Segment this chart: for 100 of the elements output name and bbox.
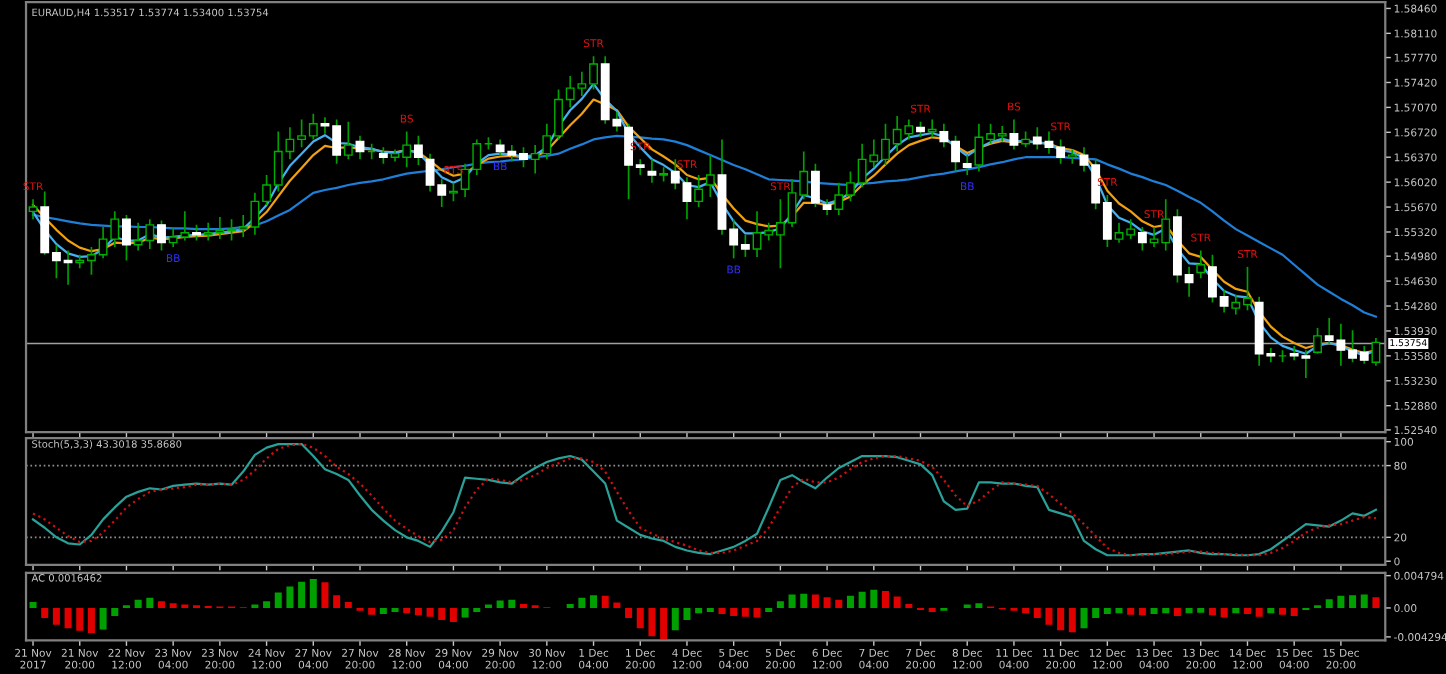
bar xyxy=(1103,607,1111,615)
bar xyxy=(157,601,165,608)
bar xyxy=(800,593,808,608)
bar xyxy=(461,607,469,618)
bar xyxy=(590,595,598,608)
bar xyxy=(811,594,819,608)
candlestick xyxy=(694,174,704,208)
bar xyxy=(671,607,679,631)
candlestick xyxy=(1067,148,1077,165)
bar xyxy=(870,589,878,608)
bar xyxy=(1349,595,1357,608)
bar xyxy=(368,607,376,615)
candlestick xyxy=(1371,337,1381,367)
bar xyxy=(636,607,644,629)
candlestick xyxy=(413,135,423,166)
bar xyxy=(1057,607,1065,631)
candlestick xyxy=(810,162,820,208)
bar xyxy=(263,601,271,608)
bar xyxy=(1068,607,1076,633)
bar xyxy=(309,578,317,608)
bar xyxy=(64,607,72,629)
bar xyxy=(333,595,341,608)
bar xyxy=(1173,607,1181,617)
bar xyxy=(449,607,457,623)
bar xyxy=(1185,607,1193,614)
candlestick xyxy=(1009,118,1019,151)
bar xyxy=(776,601,784,608)
candlestick xyxy=(122,214,131,262)
bar xyxy=(648,607,656,637)
candlestick xyxy=(705,154,715,198)
candlestick xyxy=(1196,249,1206,280)
bar xyxy=(1220,607,1228,618)
bar xyxy=(426,607,434,617)
bar xyxy=(1325,599,1333,608)
bar xyxy=(29,601,37,608)
bar xyxy=(1150,607,1158,615)
candlestick xyxy=(1313,327,1322,355)
candlestick xyxy=(157,219,166,252)
bar xyxy=(1197,607,1205,613)
bar xyxy=(274,592,282,608)
bar xyxy=(1138,607,1146,616)
bar xyxy=(146,597,154,608)
bar xyxy=(1033,607,1041,619)
bar xyxy=(695,607,703,614)
bar xyxy=(1045,607,1053,625)
bar xyxy=(508,599,516,608)
bar xyxy=(835,599,843,608)
candlestick xyxy=(962,154,972,176)
candlestick xyxy=(28,198,38,220)
bar xyxy=(1372,597,1380,608)
bar xyxy=(403,607,411,614)
bar xyxy=(1092,607,1100,619)
line-series xyxy=(31,442,1378,557)
bar xyxy=(1267,607,1275,614)
bar xyxy=(344,601,352,608)
bar xyxy=(286,586,294,608)
bar xyxy=(741,607,749,617)
bar xyxy=(1232,607,1240,614)
bar xyxy=(1080,607,1088,629)
bar xyxy=(1337,595,1345,608)
candlestick xyxy=(448,182,458,203)
bar xyxy=(1290,607,1298,617)
bar xyxy=(298,581,306,608)
bar xyxy=(1255,607,1263,617)
bar xyxy=(87,607,95,633)
bar xyxy=(1022,607,1030,614)
candlestick xyxy=(1137,226,1147,252)
bar xyxy=(683,607,691,621)
bar xyxy=(438,607,446,621)
bar xyxy=(41,607,49,619)
bar xyxy=(578,597,586,608)
bar xyxy=(321,582,329,608)
candlestick xyxy=(647,158,657,184)
bar xyxy=(1360,594,1368,608)
bar xyxy=(379,607,387,615)
bar xyxy=(881,591,889,608)
bar xyxy=(660,607,668,639)
bar xyxy=(496,600,504,608)
bar xyxy=(414,607,422,616)
bar xyxy=(625,607,633,619)
bar xyxy=(1162,607,1170,614)
bar xyxy=(788,594,796,608)
bar xyxy=(1208,607,1216,616)
bar xyxy=(893,596,901,608)
candlestick xyxy=(343,120,353,161)
bar xyxy=(613,602,621,608)
bar xyxy=(134,599,142,608)
bar xyxy=(52,607,60,625)
bar xyxy=(753,607,761,618)
bar xyxy=(1115,607,1123,614)
bar xyxy=(99,607,107,630)
candlestick xyxy=(927,118,937,139)
bar xyxy=(76,607,84,631)
bar xyxy=(823,597,831,608)
bar xyxy=(858,591,866,608)
bar xyxy=(601,595,609,608)
bar xyxy=(111,607,119,617)
bar xyxy=(846,595,854,608)
bar xyxy=(1243,607,1251,615)
bar xyxy=(730,607,738,617)
